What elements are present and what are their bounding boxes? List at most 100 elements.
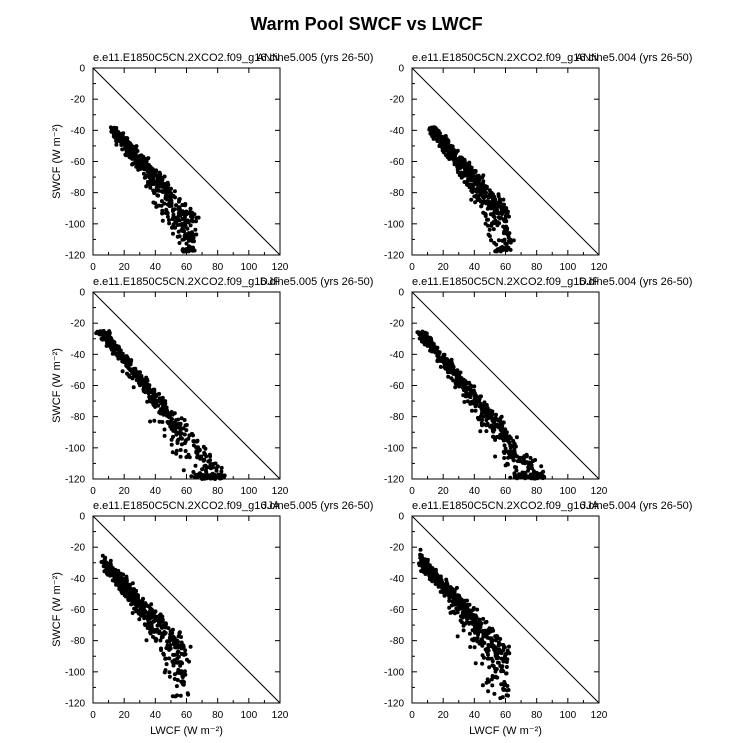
data-point (161, 651, 166, 656)
data-point (131, 371, 136, 376)
data-point (219, 465, 224, 470)
data-point (447, 157, 452, 161)
data-point (161, 624, 165, 629)
data-point (539, 464, 544, 469)
data-point (501, 197, 506, 202)
data-point (179, 426, 184, 431)
data-point (465, 614, 470, 619)
y-tick-label: -20 (390, 95, 405, 106)
data-point (456, 156, 461, 161)
data-point (481, 179, 486, 184)
data-point (175, 223, 180, 227)
season-label: ANN (257, 52, 280, 64)
y-tick-label: -20 (390, 319, 405, 330)
data-point (506, 693, 510, 698)
x-tick-label: 100 (559, 710, 576, 721)
data-point (173, 660, 178, 665)
data-point (171, 231, 175, 236)
data-point (481, 632, 486, 637)
data-point (163, 622, 168, 627)
data-point (116, 568, 121, 573)
data-point (434, 347, 439, 352)
y-tick-label: -20 (71, 95, 86, 106)
data-point (154, 185, 159, 190)
data-point (174, 684, 179, 689)
y-tick-label: -80 (71, 412, 86, 423)
data-point (113, 577, 118, 582)
data-point (472, 384, 477, 389)
data-point (151, 176, 156, 181)
panel-label: e.e11.E1850C5CN.2XCO2.f09_g16.cine5.005 … (93, 52, 373, 64)
data-point (453, 385, 458, 390)
scatter-points (99, 553, 193, 699)
data-point (167, 670, 172, 675)
data-point (144, 603, 149, 608)
data-point (182, 669, 187, 674)
scatter-points (415, 329, 547, 481)
data-point (482, 188, 487, 193)
data-point (474, 177, 479, 182)
data-point (171, 434, 175, 439)
data-point (158, 399, 163, 404)
data-point (444, 357, 449, 362)
data-point (494, 634, 499, 638)
scatter-points (108, 125, 201, 254)
y-tick-label: 0 (79, 512, 85, 523)
data-point (114, 126, 119, 130)
data-point (477, 625, 482, 630)
data-point (494, 412, 498, 417)
data-point (164, 662, 169, 667)
data-point (454, 595, 459, 600)
data-point (472, 645, 477, 650)
data-point (462, 180, 467, 184)
data-point (449, 603, 454, 608)
data-point (500, 424, 505, 429)
data-point (492, 691, 497, 696)
data-point (152, 399, 157, 404)
data-point (489, 238, 494, 243)
season-label: DJF (260, 276, 280, 288)
data-point (452, 369, 457, 373)
data-point (149, 602, 154, 607)
data-point (506, 688, 511, 692)
data-point (109, 569, 114, 574)
data-point (151, 182, 156, 187)
data-point (436, 354, 441, 359)
data-point (472, 636, 477, 641)
data-point (129, 367, 134, 372)
data-point (154, 180, 159, 185)
data-point (193, 227, 198, 232)
x-tick-label: 40 (150, 262, 162, 273)
data-point (455, 610, 460, 615)
data-point (187, 659, 191, 664)
x-tick-label: 40 (469, 262, 481, 273)
data-point (467, 602, 472, 607)
data-point (170, 225, 174, 230)
data-point (464, 167, 469, 172)
data-point (441, 356, 446, 361)
data-point (473, 408, 478, 413)
data-point (163, 399, 168, 404)
y-tick-label: -40 (390, 574, 405, 585)
data-point (157, 618, 162, 623)
data-point (480, 201, 485, 205)
y-tick-label: -20 (390, 543, 405, 554)
data-point (180, 203, 185, 207)
data-point (165, 420, 170, 424)
data-point (157, 613, 162, 618)
data-point (422, 560, 427, 565)
data-point (138, 157, 143, 162)
y-tick-label: -120 (384, 251, 404, 262)
y-tick-label: 0 (398, 64, 404, 75)
data-point (161, 403, 166, 408)
data-point (147, 398, 152, 403)
data-point (196, 215, 201, 220)
data-point (190, 215, 195, 220)
data-point (173, 694, 178, 699)
data-point (469, 197, 474, 202)
data-point (490, 198, 495, 203)
data-point (103, 564, 108, 568)
data-point (177, 241, 182, 245)
data-point (157, 188, 161, 193)
data-point (144, 638, 149, 643)
